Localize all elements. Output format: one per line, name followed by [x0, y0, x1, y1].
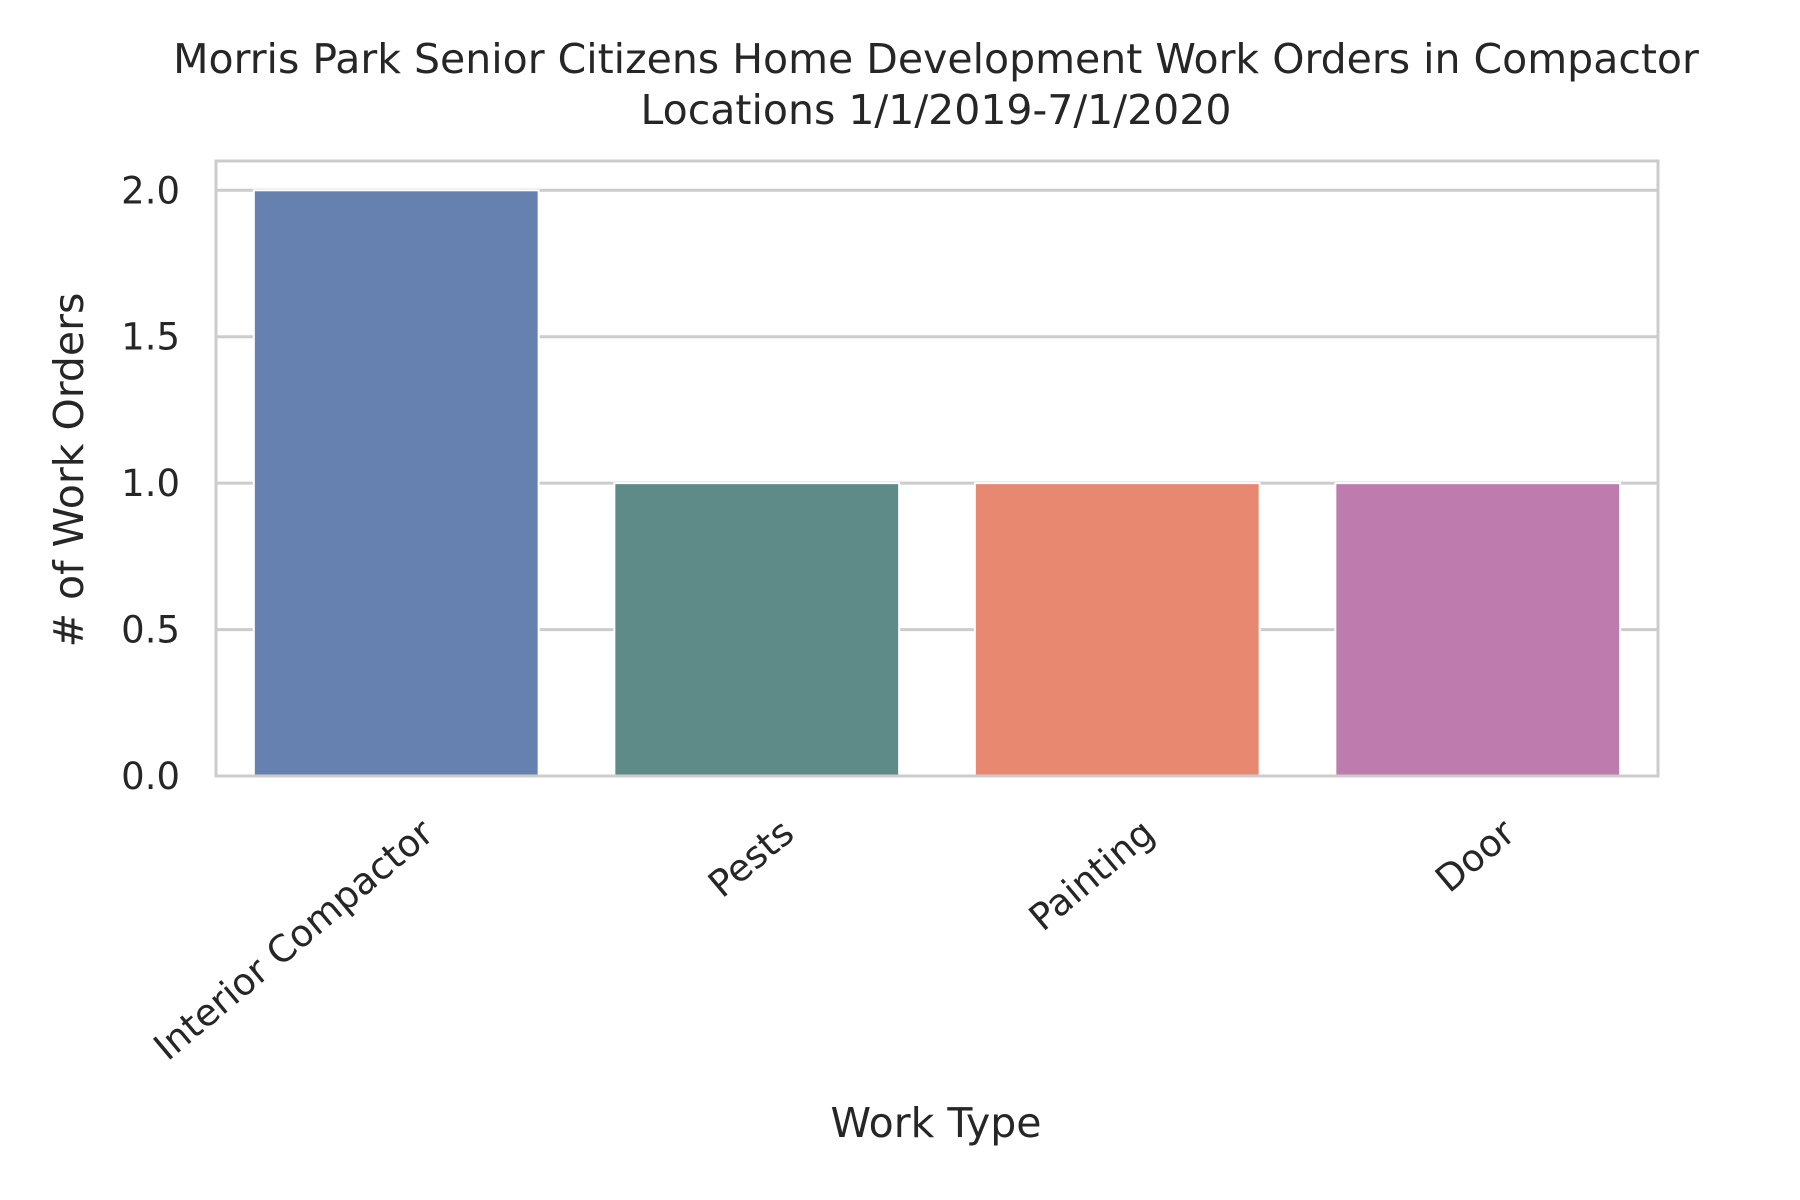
chart-title-line-2: Locations 1/1/2019-7/1/2020	[641, 86, 1232, 134]
bar-interior-compactor	[252, 189, 540, 778]
y-tick-label: 0.0	[121, 755, 180, 798]
y-tick-label: 0.5	[121, 609, 180, 652]
bar-door	[1334, 482, 1622, 777]
bar-painting	[973, 482, 1261, 777]
chart-title-line-1: Morris Park Senior Citizens Home Develop…	[173, 35, 1699, 83]
bar-pests	[613, 482, 901, 777]
y-tick-label: 2.0	[121, 169, 180, 212]
y-tick-label: 1.0	[121, 462, 180, 505]
plot-frame	[214, 159, 1660, 778]
y-tick-label: 1.5	[121, 316, 180, 359]
bars	[252, 189, 1622, 778]
x-axis-label: Work Type	[830, 1099, 1041, 1147]
y-axis-label: # of Work Orders	[45, 293, 93, 648]
y-tick-labels: 0.0 0.5 1.0 1.5 2.0	[121, 169, 180, 798]
